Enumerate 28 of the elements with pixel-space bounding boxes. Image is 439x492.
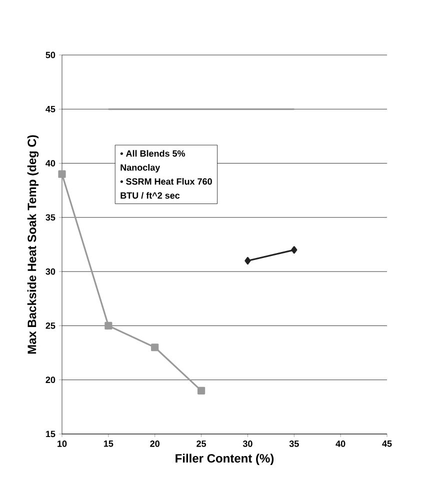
y-tick-label: 20 bbox=[46, 376, 56, 384]
x-tick-label: 40 bbox=[336, 440, 346, 447]
x-tick-label: 45 bbox=[382, 440, 392, 447]
x-tick-label: 35 bbox=[289, 440, 299, 447]
x-tick-label: 30 bbox=[242, 440, 252, 447]
y-tick-label: 50 bbox=[46, 52, 56, 58]
y-tick-label: 40 bbox=[46, 160, 56, 166]
x-tick-label: 25 bbox=[196, 440, 206, 447]
point bbox=[104, 322, 112, 330]
x-axis-title: Filler Content (%) bbox=[176, 454, 274, 465]
y-tick-label: 30 bbox=[46, 268, 56, 275]
y-tick-label: 25 bbox=[46, 322, 56, 329]
annotation: Nanoclay bbox=[120, 164, 160, 172]
point bbox=[244, 256, 251, 265]
x-tick-label: 10 bbox=[58, 440, 67, 447]
point bbox=[197, 386, 206, 394]
y-tick-label: 15 bbox=[46, 430, 56, 438]
point bbox=[291, 246, 298, 254]
annotation: BTU / ft^2 sec bbox=[120, 192, 180, 199]
point bbox=[151, 344, 159, 352]
y-tick-label: 45 bbox=[46, 106, 56, 112]
y-tick-label: 35 bbox=[46, 214, 56, 221]
point bbox=[58, 170, 66, 178]
annotation: • SSRM Heat Flux 760 bbox=[120, 178, 212, 185]
x-tick-label: 15 bbox=[104, 440, 114, 447]
annotation: • All Blends 5% bbox=[120, 150, 186, 157]
y-axis-title: Max Backside Heat Soak Temp (deg C) bbox=[27, 135, 39, 354]
x-tick-label: 20 bbox=[150, 440, 160, 447]
